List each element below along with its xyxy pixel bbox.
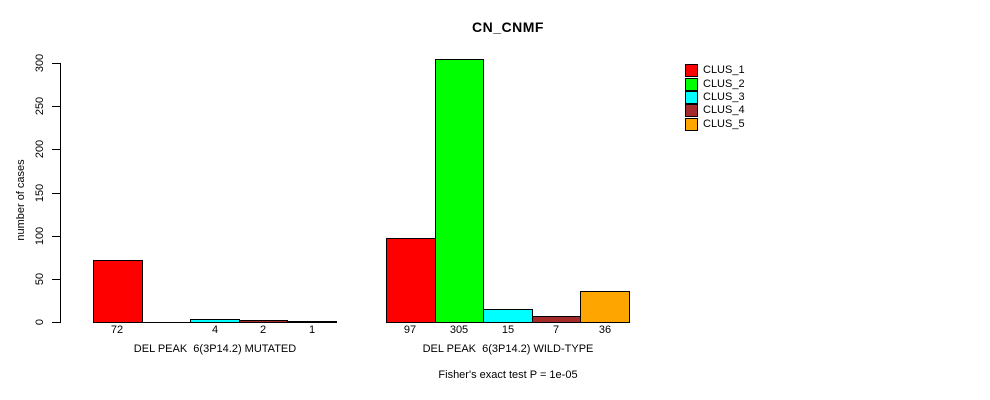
bar-value-label: 36: [598, 324, 612, 336]
y-tick-label: 0: [34, 318, 46, 326]
legend-item: CLUS_4: [685, 104, 745, 118]
bar-clus3-group2: [483, 309, 533, 323]
legend-label: CLUS_2: [703, 77, 745, 90]
subtitle-fisher-test: Fisher's exact test P = 1e-05: [438, 369, 578, 381]
legend-item: CLUS_2: [685, 77, 745, 91]
bar-clus2-group2: [435, 59, 484, 323]
bar-value-label: 305: [449, 324, 469, 336]
x-group-label: DEL PEAK 6(3P14.2) MUTATED: [133, 343, 297, 355]
legend: CLUS_1 CLUS_2 CLUS_3 CLUS_4 CLUS_5: [685, 64, 745, 131]
bar-clus1-group1: [93, 260, 143, 323]
y-tick-label: 200: [34, 139, 46, 159]
x-group-label: DEL PEAK 6(3P14.2) WILD-TYPE: [422, 343, 594, 355]
bar-clus1-group2: [386, 238, 436, 323]
bar-clus5-group2: [580, 291, 630, 323]
legend-label: CLUS_3: [703, 90, 745, 103]
y-tick: [52, 193, 60, 194]
y-tick-label: 300: [34, 53, 46, 73]
legend-swatch-clus_1: [685, 64, 698, 78]
bar-value-label: 72: [110, 324, 124, 336]
legend-label: CLUS_4: [703, 104, 745, 117]
y-tick: [52, 236, 60, 237]
y-tick: [52, 106, 60, 107]
legend-item: CLUS_5: [685, 117, 745, 131]
legend-swatch-clus_5: [685, 117, 698, 131]
bar-clus4-group1: [239, 320, 288, 323]
bar-value-label: 2: [259, 324, 267, 336]
bar-clus5-group1: [287, 321, 337, 323]
legend-item: CLUS_3: [685, 90, 745, 104]
y-axis-label: number of cases: [15, 159, 27, 241]
y-axis-line: [60, 63, 61, 323]
bar-value-label: 4: [211, 324, 219, 336]
bar-value-label: 1: [308, 324, 316, 336]
legend-item: CLUS_1: [685, 64, 745, 78]
legend-swatch-clus_4: [685, 104, 698, 118]
legend-label: CLUS_1: [703, 64, 745, 77]
y-tick-label: 150: [34, 183, 46, 203]
legend-swatch-clus_2: [685, 77, 698, 91]
bar-value-label: 15: [501, 324, 515, 336]
chart-title: CN_CNMF: [472, 19, 544, 35]
y-tick: [52, 149, 60, 150]
y-tick-label: 50: [34, 272, 46, 286]
bar-clus3-group1: [190, 319, 240, 323]
bar-clus4-group2: [532, 316, 581, 323]
y-tick: [52, 322, 60, 323]
y-tick-label: 100: [34, 226, 46, 246]
bar-value-label: 97: [403, 324, 417, 336]
legend-swatch-clus_3: [685, 90, 698, 104]
legend-label: CLUS_5: [703, 117, 745, 130]
bar-value-label: 7: [552, 324, 560, 336]
y-tick-label: 250: [34, 96, 46, 116]
y-tick: [52, 279, 60, 280]
y-tick: [52, 63, 60, 64]
